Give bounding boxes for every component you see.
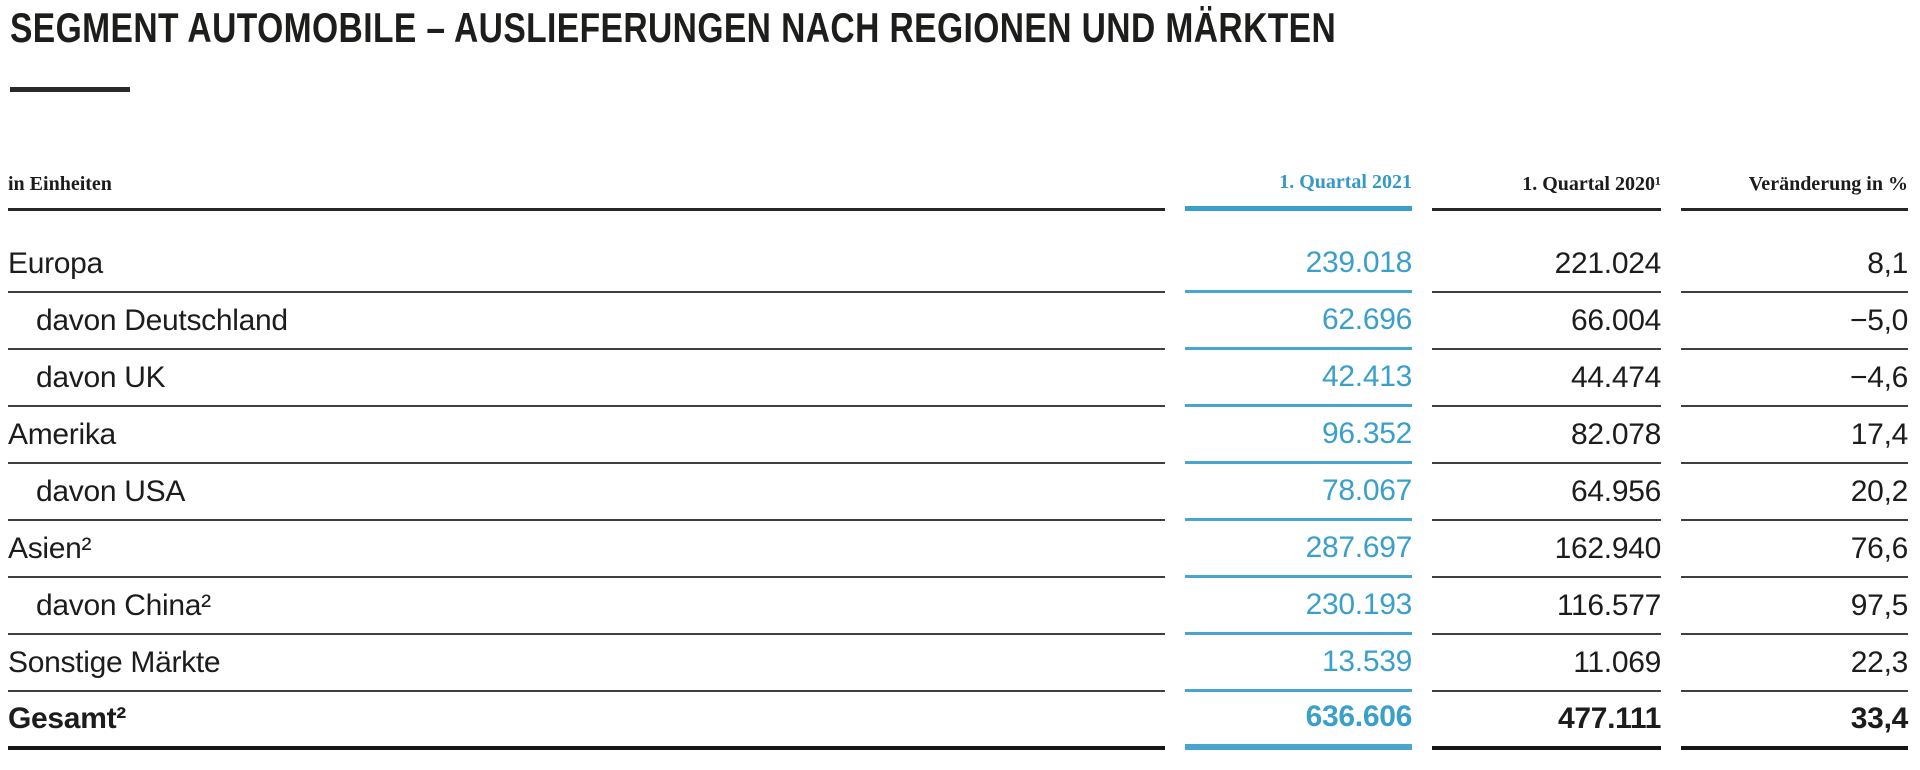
deliveries-table: in Einheiten 1. Quartal 2021 1. Quartal … <box>8 150 1908 750</box>
value-q1-2021: 96.352 <box>1185 407 1412 464</box>
value-q1-2021: 287.697 <box>1185 521 1412 578</box>
value-q1-2020: 64.956 <box>1432 464 1661 521</box>
value-change: 8,1 <box>1681 211 1908 293</box>
value-q1-2020: 162.940 <box>1432 521 1661 578</box>
row-label: davon USA <box>8 464 1165 521</box>
value-q1-2020: 116.577 <box>1432 578 1661 635</box>
value-q1-2021: 13.539 <box>1185 635 1412 692</box>
row-label: Gesamt² <box>8 692 1165 750</box>
value-q1-2021: 230.193 <box>1185 578 1412 635</box>
table-header-row: in Einheiten 1. Quartal 2021 1. Quartal … <box>8 150 1908 211</box>
table-row: Asien² 287.697 162.940 76,6 <box>8 521 1908 578</box>
column-header-q1-2021: 1. Quartal 2021 <box>1185 150 1412 211</box>
value-change: 33,4 <box>1681 692 1908 750</box>
value-q1-2021: 636.606 <box>1185 692 1412 750</box>
table-row-total: Gesamt² 636.606 477.111 33,4 <box>8 692 1908 750</box>
value-q1-2020: 11.069 <box>1432 635 1661 692</box>
table-row: davon Deutschland 62.696 66.004 −5,0 <box>8 293 1908 350</box>
value-q1-2020: 44.474 <box>1432 350 1661 407</box>
row-label: davon UK <box>8 350 1165 407</box>
table-row: Amerika 96.352 82.078 17,4 <box>8 407 1908 464</box>
value-change: 20,2 <box>1681 464 1908 521</box>
table-row: davon China² 230.193 116.577 97,5 <box>8 578 1908 635</box>
row-label: Sonstige Märkte <box>8 635 1165 692</box>
value-change: −4,6 <box>1681 350 1908 407</box>
title-underline-dash <box>10 87 130 92</box>
row-label: Asien² <box>8 521 1165 578</box>
value-change: 76,6 <box>1681 521 1908 578</box>
value-change: −5,0 <box>1681 293 1908 350</box>
value-q1-2020: 82.078 <box>1432 407 1661 464</box>
table-row: davon USA 78.067 64.956 20,2 <box>8 464 1908 521</box>
table-row: Europa 239.018 221.024 8,1 <box>8 211 1908 293</box>
page-title: SEGMENT AUTOMOBILE – AUSLIEFERUNGEN NACH… <box>10 4 1337 51</box>
value-change: 97,5 <box>1681 578 1908 635</box>
value-q1-2020: 477.111 <box>1432 692 1661 750</box>
row-label: Amerika <box>8 407 1165 464</box>
unit-label: in Einheiten <box>8 150 1165 211</box>
value-q1-2021: 239.018 <box>1185 211 1412 293</box>
column-header-change: Veränderung in % <box>1681 150 1908 211</box>
value-q1-2020: 66.004 <box>1432 293 1661 350</box>
value-change: 22,3 <box>1681 635 1908 692</box>
row-label: davon China² <box>8 578 1165 635</box>
column-header-q1-2020: 1. Quartal 2020¹ <box>1432 150 1661 211</box>
table-row: Sonstige Märkte 13.539 11.069 22,3 <box>8 635 1908 692</box>
value-q1-2021: 78.067 <box>1185 464 1412 521</box>
value-q1-2021: 62.696 <box>1185 293 1412 350</box>
row-label: davon Deutschland <box>8 293 1165 350</box>
row-label: Europa <box>8 211 1165 293</box>
value-change: 17,4 <box>1681 407 1908 464</box>
value-q1-2021: 42.413 <box>1185 350 1412 407</box>
value-q1-2020: 221.024 <box>1432 211 1661 293</box>
table-row: davon UK 42.413 44.474 −4,6 <box>8 350 1908 407</box>
